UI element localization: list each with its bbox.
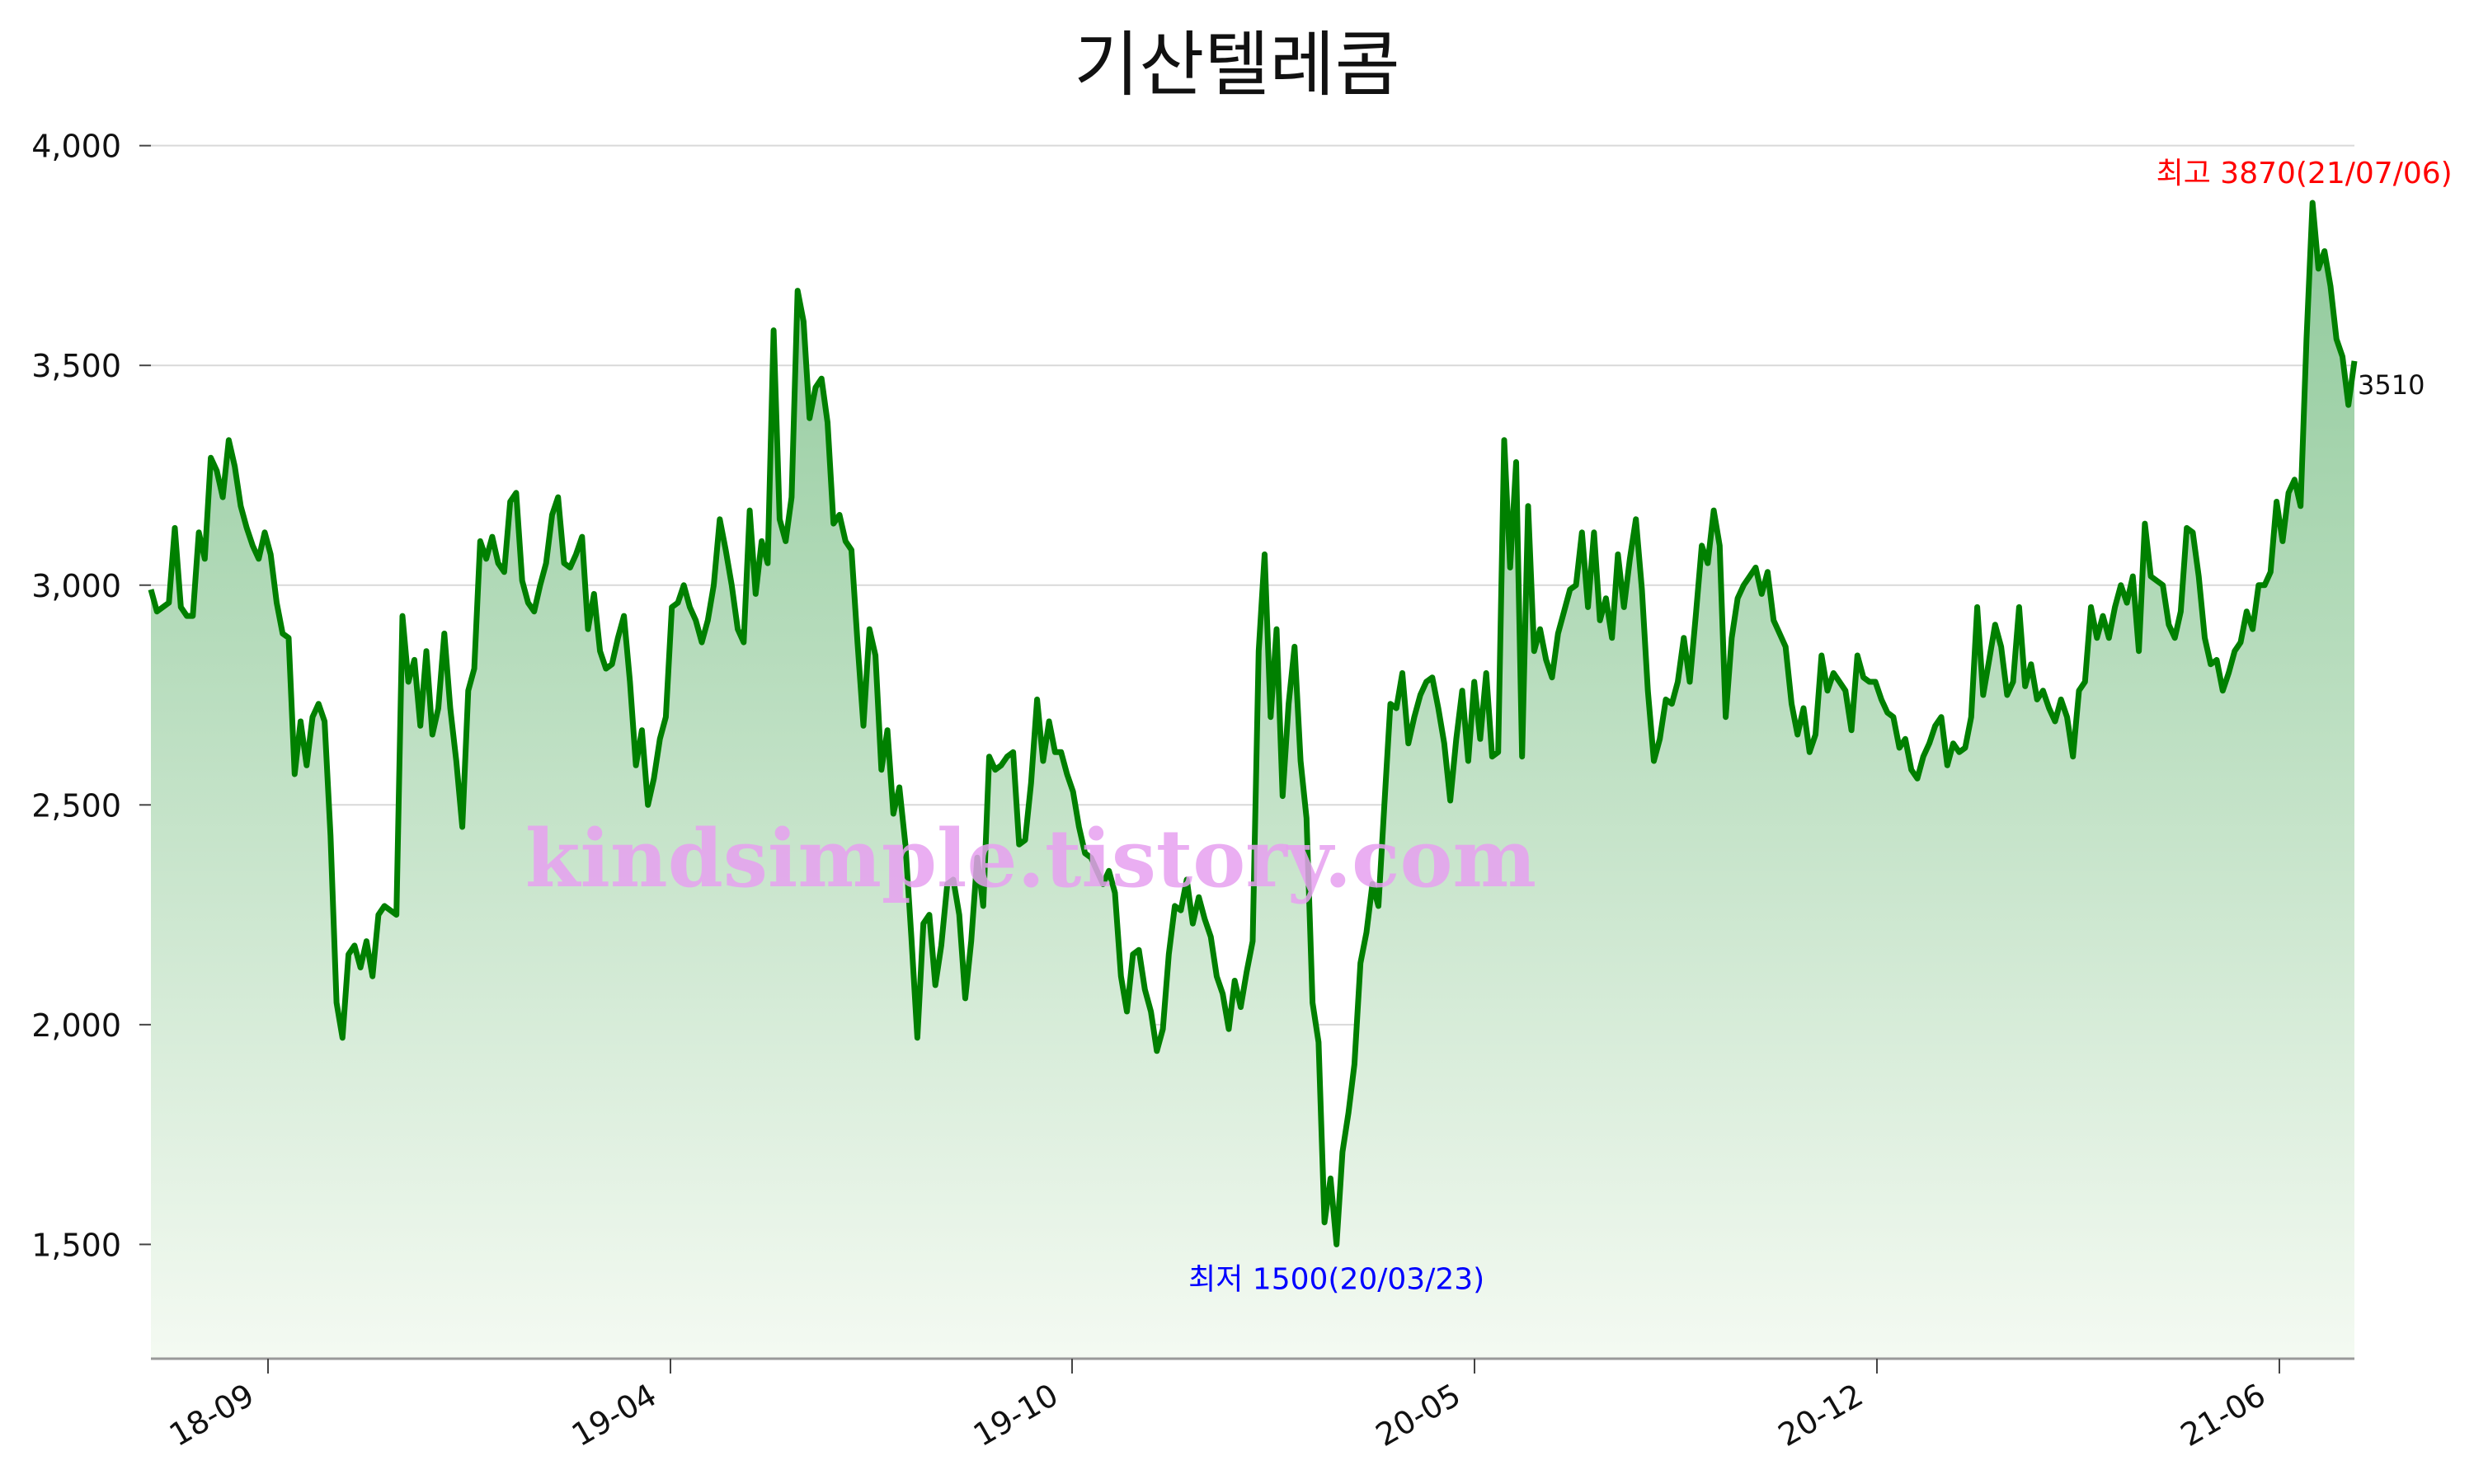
- last-price-label: 3510: [2358, 369, 2425, 401]
- y-tick-label: 4,000: [31, 129, 121, 165]
- y-tick-label: 1,500: [31, 1227, 121, 1263]
- x-tick-label: 21-06: [2175, 1377, 2272, 1453]
- annotations: 최고 3870(21/07/06) 최저 1500(20/03/23) 3510: [1188, 157, 2453, 1296]
- max-price-label: 최고 3870(21/07/06): [2157, 157, 2453, 190]
- y-tick-label: 3,500: [31, 348, 121, 384]
- chart-title: 기산텔레콤: [1074, 24, 1400, 106]
- y-tick-label: 2,000: [31, 1007, 121, 1044]
- x-tick-label: 18-09: [163, 1377, 261, 1453]
- price-area: [151, 203, 2354, 1359]
- y-tick-label: 2,500: [31, 787, 121, 824]
- price-line-path: [148, 200, 2358, 1247]
- price-area-fill: [151, 203, 2354, 1359]
- x-tick-label: 20-12: [1772, 1377, 1870, 1453]
- price-line: [148, 200, 2358, 1247]
- min-price-label: 최저 1500(20/03/23): [1188, 1262, 1484, 1296]
- y-tick-label: 3,000: [31, 568, 121, 604]
- watermark: kindsimple.tistory.com: [525, 812, 1536, 905]
- x-tick-label: 19-10: [967, 1377, 1065, 1453]
- x-tick-label: 20-05: [1370, 1377, 1467, 1453]
- x-tick-label: 19-04: [566, 1377, 663, 1453]
- watermark-text: kindsimple.tistory.com: [525, 812, 1536, 905]
